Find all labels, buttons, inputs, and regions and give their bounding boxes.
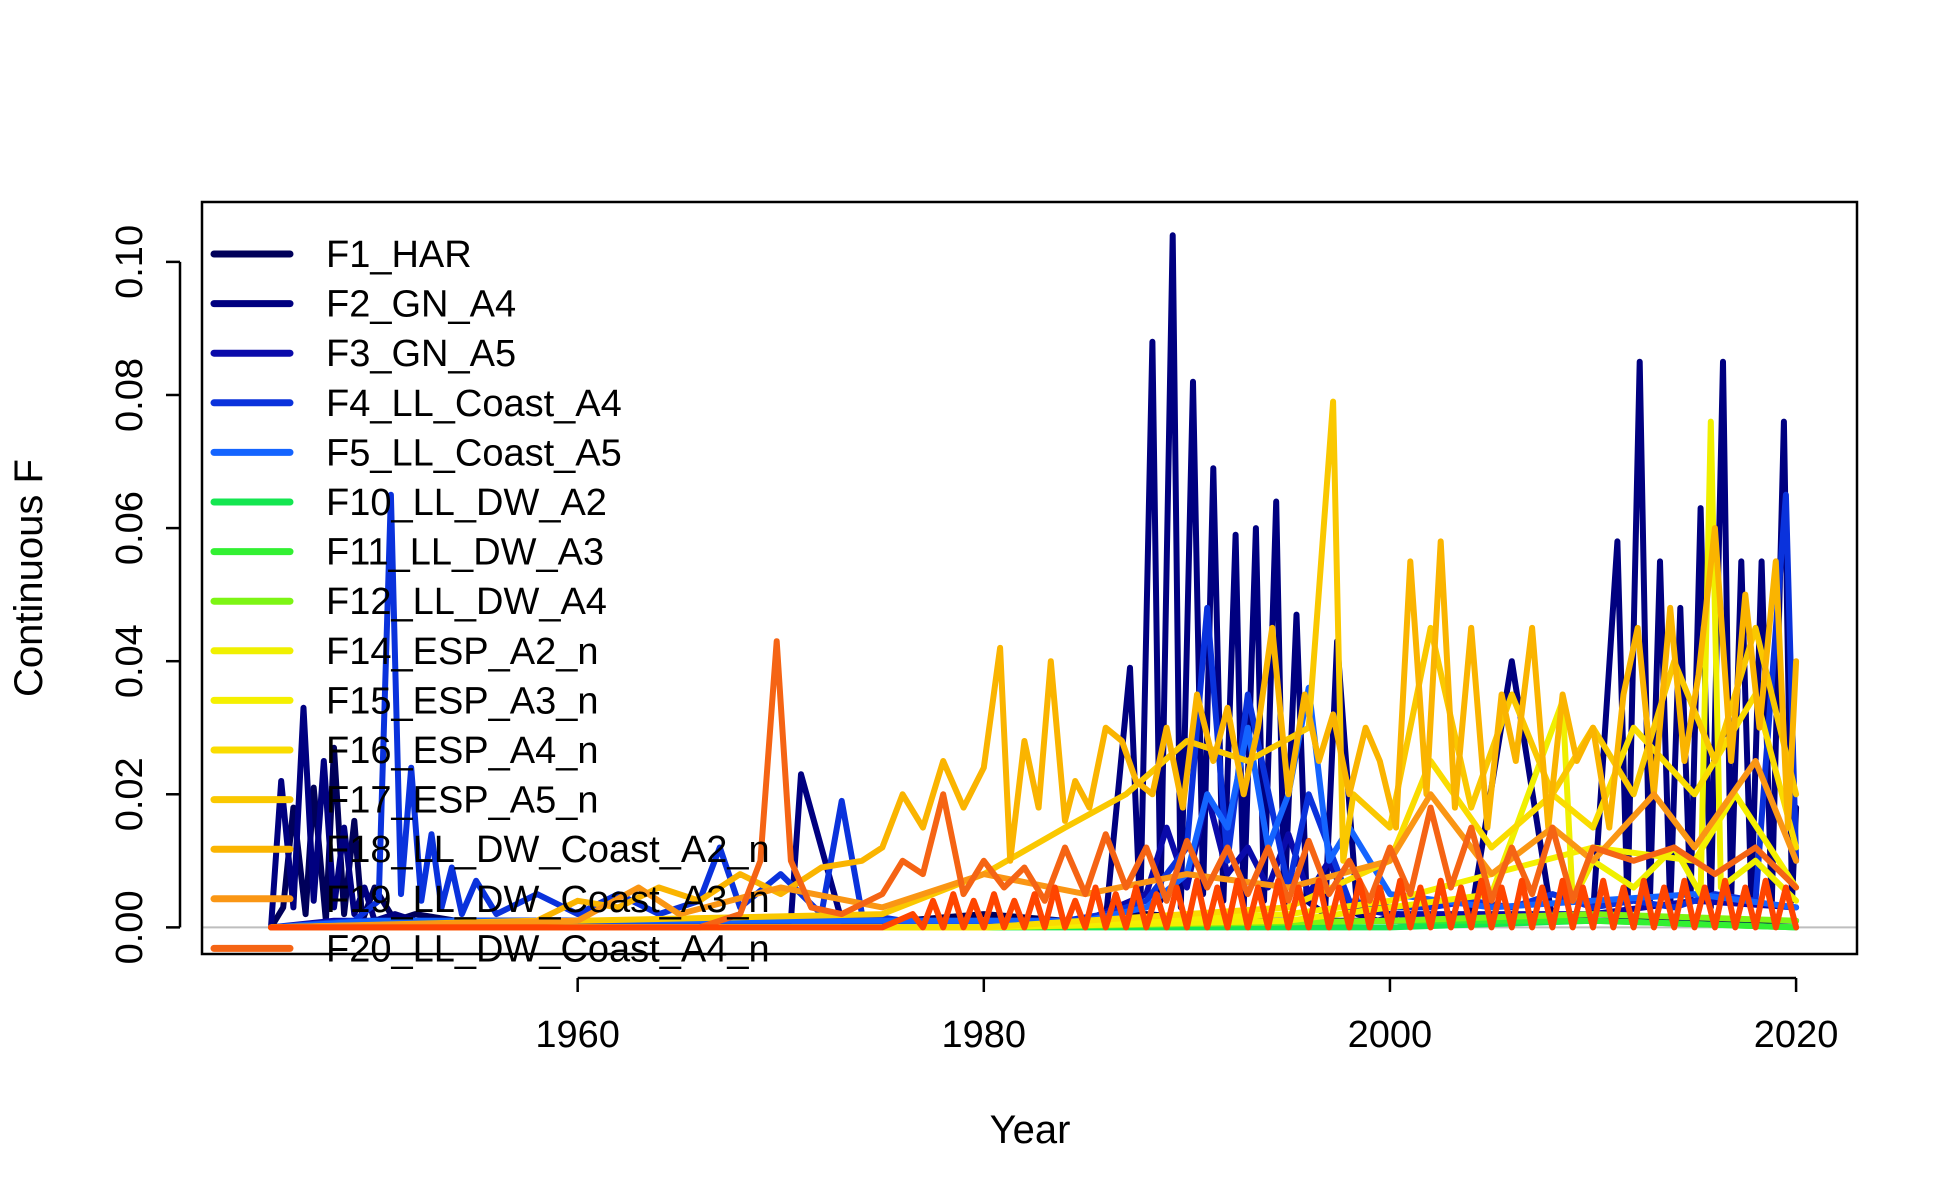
y-tick-label: 0.10 [109,225,151,299]
x-axis-label: Year [990,1108,1071,1152]
legend-label: F2_GN_A4 [326,284,516,326]
series-layer [268,232,1800,931]
series-line-14 [268,758,1800,931]
legend-label: F17_ESP_A5_n [326,780,599,822]
x-tick-label: 2000 [1348,1014,1433,1056]
legend-label: F12_LL_DW_A4 [326,581,607,623]
series-line-16 [268,877,1800,931]
x-tick-label: 1980 [942,1014,1027,1056]
series-line-12 [268,398,1800,931]
legend-label: F18_LL_DW_Coast_A2_n [326,829,770,871]
legend-label: F10_LL_DW_A2 [326,482,607,524]
x-tick-label: 2020 [1754,1014,1839,1056]
legend-label: F4_LL_Coast_A4 [326,383,622,425]
series-line-13 [268,525,1800,931]
series-line-15 [268,638,1800,931]
legend-label: F3_GN_A5 [326,333,516,375]
y-tick-label: 0.06 [109,491,151,565]
legend-label: F11_LL_DW_A3 [326,532,604,574]
x-tick-label: 1960 [535,1014,620,1056]
plot-frame [200,200,1859,956]
legend-label: F1_HAR [326,234,472,276]
y-tick-label: 0.02 [109,757,151,831]
legend-label: F19_LL_DW_Coast_A3_n [326,879,770,921]
axis-layer: 1960 1980 2000 2020 0.00 0.02 0.04 0.06 0.08 0.10 [109,225,1838,1056]
series-line-11 [268,691,1800,931]
legend-label: F14_ESP_A2_n [326,631,599,673]
legend-label: F15_ESP_A3_n [326,680,599,722]
legend-label: F16_ESP_A4_n [326,730,599,772]
y-axis-label: Continuous F [7,459,51,697]
y-tick-label: 0.04 [109,624,151,698]
y-tick-label: 0.00 [109,890,151,964]
legend-label: F20_LL_DW_Coast_A4_n [326,928,770,970]
y-tick-label: 0.08 [109,358,151,432]
legend: F1_HAR F2_GN_A4 F3_GN_A5 F4_LL_Coast_A4 F5_L… [210,234,770,970]
legend-label: F5_LL_Coast_A5 [326,432,622,474]
